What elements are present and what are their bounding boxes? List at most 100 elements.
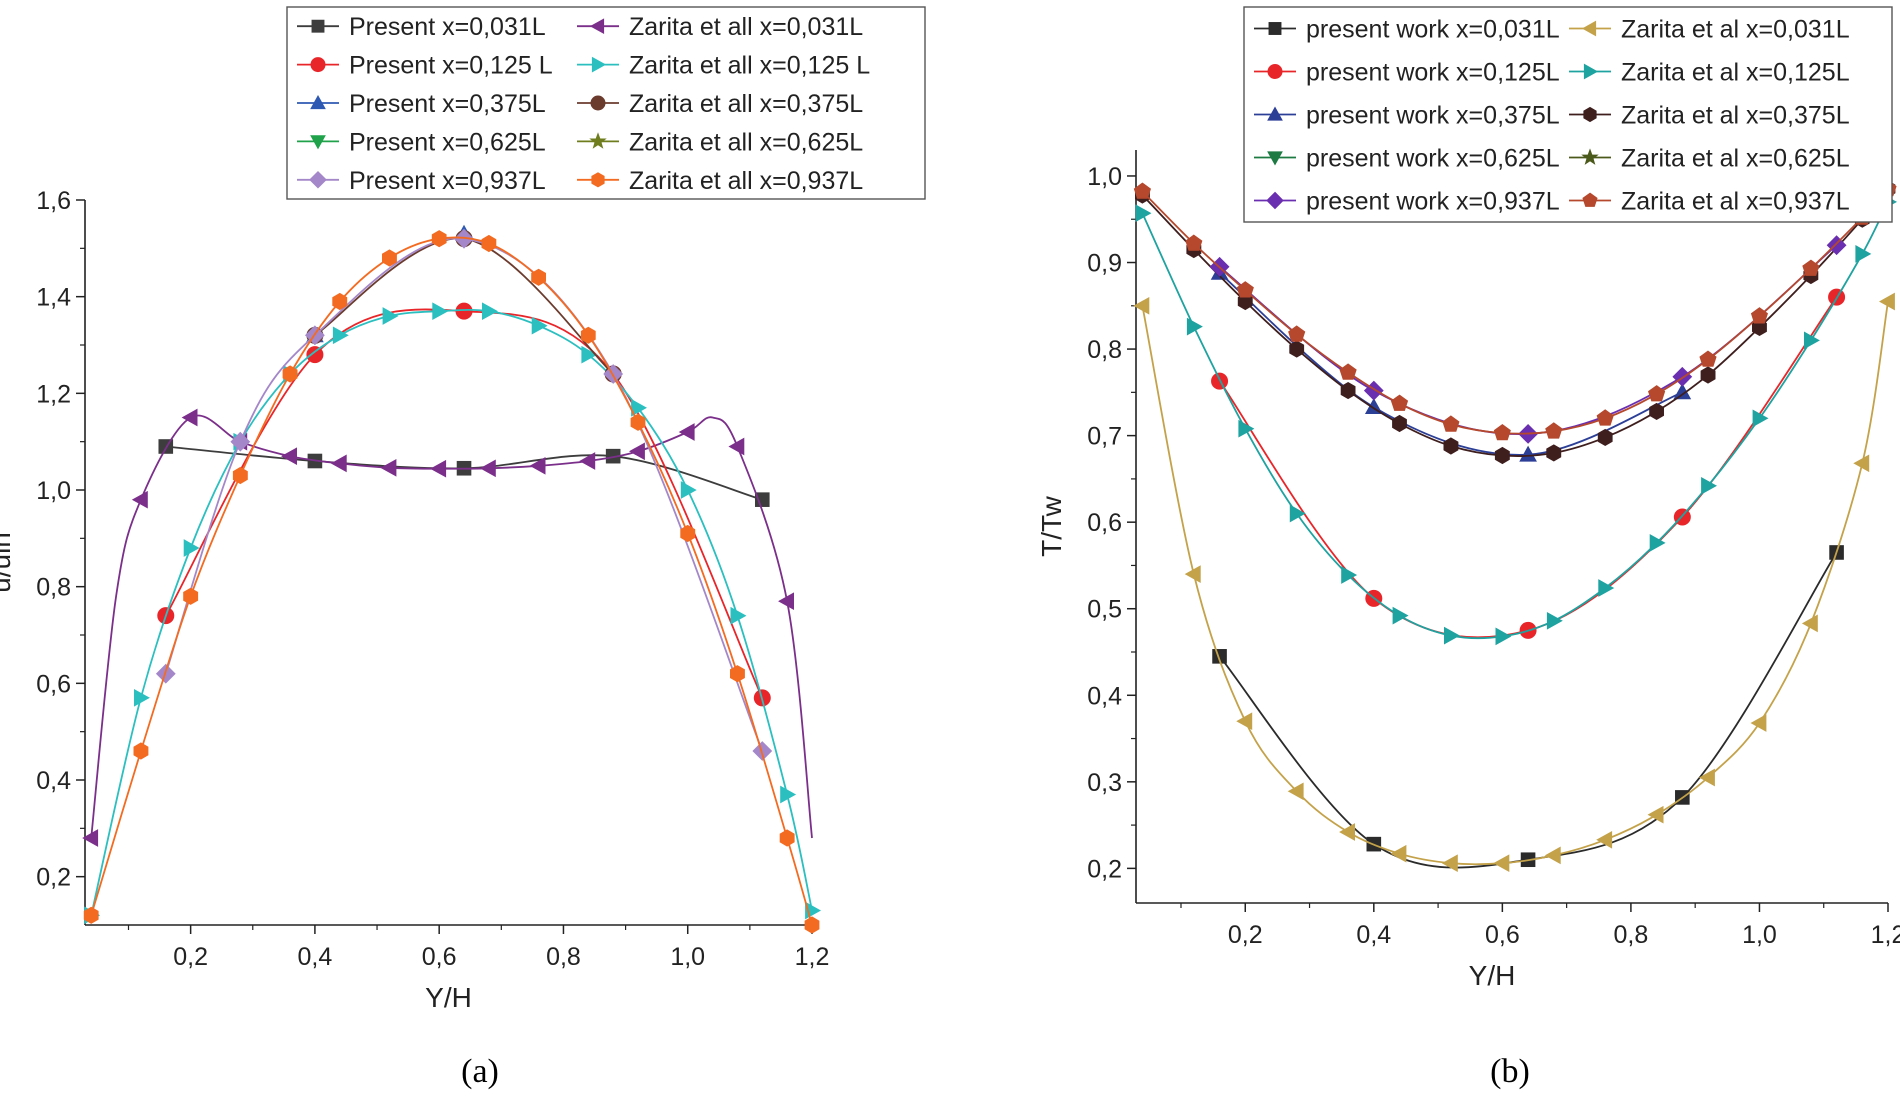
charta-x-tick-label: 0,6	[422, 943, 457, 971]
chartb-data-point	[1339, 363, 1357, 380]
charta-legend-item: Present x=0,125 L	[297, 52, 553, 80]
chartb-legend-marker	[1582, 192, 1598, 207]
chartb-y-tick-label: 0,7	[1087, 423, 1122, 451]
chartb-data-point	[1750, 714, 1767, 732]
charta-plot-area	[82, 224, 822, 934]
chartb-legend-item: Zarita et al x=0,625L	[1569, 145, 1850, 173]
charta-data-point	[382, 249, 397, 267]
chartb-legend-label: Zarita et al x=0,625L	[1621, 145, 1850, 173]
chartb-data-point	[1596, 830, 1613, 849]
charta-y-tick-label: 0,6	[36, 670, 71, 698]
charta-data-point	[780, 785, 797, 804]
charta-y-axis-label: u/uin	[0, 532, 16, 593]
chartb-data-point	[1596, 409, 1614, 426]
charta-data-point	[183, 539, 200, 557]
chartb-data-point	[1390, 394, 1409, 411]
chartb-y-tick-label: 0,3	[1087, 769, 1122, 797]
charta-legend-marker	[589, 132, 607, 149]
chartb-data-point	[1649, 402, 1664, 420]
charta-legend-item: Zarita et all x=0,375L	[577, 90, 863, 118]
charta-legend-label: Present x=0,937L	[349, 167, 546, 195]
charta-data-point	[728, 437, 745, 456]
charta-y-tick-label: 0,8	[36, 574, 71, 602]
charta-legend-label: Zarita et all x=0,031L	[629, 13, 863, 41]
charta-data-point	[579, 452, 596, 470]
chartb-data-point	[1390, 844, 1407, 863]
charta-data-point	[430, 459, 447, 478]
charta-data-point	[83, 906, 99, 924]
chartb-data-point	[1288, 325, 1306, 342]
chartb-legend-label: present work x=0,125L	[1306, 59, 1560, 87]
chartb-data-point	[1752, 409, 1769, 428]
chartb-data-point	[1339, 823, 1355, 841]
chartb-data-point	[1647, 805, 1664, 824]
chartb-data-point	[1804, 331, 1820, 350]
chartb-data-point	[1853, 454, 1870, 473]
chartb-plot-area	[1133, 179, 1898, 873]
chartb-data-point	[1701, 476, 1718, 495]
charta-legend-marker	[589, 18, 605, 35]
chartb-legend-label: present work x=0,375L	[1306, 102, 1560, 130]
charta-data-point	[281, 447, 297, 466]
chartb-data-point	[1698, 768, 1715, 787]
chartb-x-tick-label: 1,2	[1871, 921, 1900, 949]
chartb-legend-item: present work x=0,937L	[1254, 188, 1560, 216]
charta-x-tick-label: 1,2	[795, 943, 830, 971]
chartb-legend-marker	[1581, 20, 1597, 37]
chartb-data-point	[1855, 245, 1872, 263]
charta-data-point	[133, 742, 149, 760]
charta-legend-item: Zarita et all x=0,125 L	[577, 52, 870, 80]
chartb-data-point	[1238, 419, 1255, 438]
charta-data-point	[580, 326, 596, 344]
chartb-legend-marker	[1268, 22, 1282, 35]
chartb-data-point	[1493, 854, 1510, 873]
charta-data-point	[479, 459, 496, 478]
charta-legend-label: Zarita et all x=0,375L	[629, 90, 863, 118]
charta-data-point	[332, 292, 348, 311]
chartb-data-point	[1700, 366, 1716, 384]
chartb-y-tick-label: 0,5	[1087, 596, 1122, 624]
charta-data-point	[531, 316, 548, 335]
chartb-legend-item: present work x=0,031L	[1254, 16, 1560, 44]
charta-data-point	[482, 302, 498, 321]
chartb-data-point	[1519, 445, 1537, 462]
chartb-legend-item: Zarita et al x=0,937L	[1569, 188, 1850, 216]
chartb-legend-item: Zarita et al x=0,031L	[1569, 16, 1850, 44]
chartb-series-line	[1141, 188, 1889, 457]
charta-legend-item: Present x=0,937L	[297, 167, 546, 195]
charta-data-point	[181, 408, 198, 427]
charta-data-point	[82, 829, 99, 847]
chartb-legend-marker	[1581, 148, 1599, 165]
chartb-data-point	[1441, 854, 1458, 873]
chartb-legend: present work x=0,031L Zarita et al x=0,03…	[1243, 6, 1893, 223]
charta-data-point	[804, 916, 820, 934]
charta-data-point	[628, 442, 645, 461]
charta-x-tick-label: 0,2	[173, 943, 208, 971]
chartb-x-tick-label: 0,6	[1485, 921, 1520, 949]
charta-data-point	[454, 228, 474, 249]
chartb-data-point	[1287, 782, 1304, 801]
charta-legend-marker	[590, 95, 606, 111]
charta-data-point	[680, 481, 697, 499]
chartb-y-tick-label: 0,4	[1087, 682, 1122, 710]
charta-legend-item: Zarita et all x=0,937L	[577, 167, 863, 195]
chartb-legend-label: present work x=0,031L	[1306, 16, 1560, 44]
chartb-data-point	[1133, 182, 1151, 199]
chartb-data-point	[1289, 504, 1306, 523]
panel-a-caption: (a)	[461, 1053, 499, 1090]
chartb-x-tick-label: 1,0	[1742, 921, 1777, 949]
chartb-data-point	[1133, 296, 1150, 315]
charta-data-point	[730, 665, 745, 683]
charta-data-point	[752, 741, 773, 761]
charta-data-point	[779, 829, 795, 847]
chartb-y-tick-label: 0,9	[1087, 250, 1122, 278]
charta-data-point	[431, 230, 447, 248]
charta-legend-marker	[310, 94, 326, 110]
chartb-data-point	[1236, 712, 1253, 731]
charta-data-point	[282, 365, 298, 383]
chart-a: 0,2 0,4 0,6 0,8 1,0 1,2 0,2 0,4 0,6 0,8 1,0 1,2 1,4 1…	[0, 6, 926, 1013]
chartb-y-tick-label: 0,2	[1087, 855, 1122, 883]
chartb-data-point	[1341, 566, 1358, 584]
chartb-data-point	[1546, 611, 1563, 630]
chartb-legend-marker	[1267, 64, 1283, 79]
